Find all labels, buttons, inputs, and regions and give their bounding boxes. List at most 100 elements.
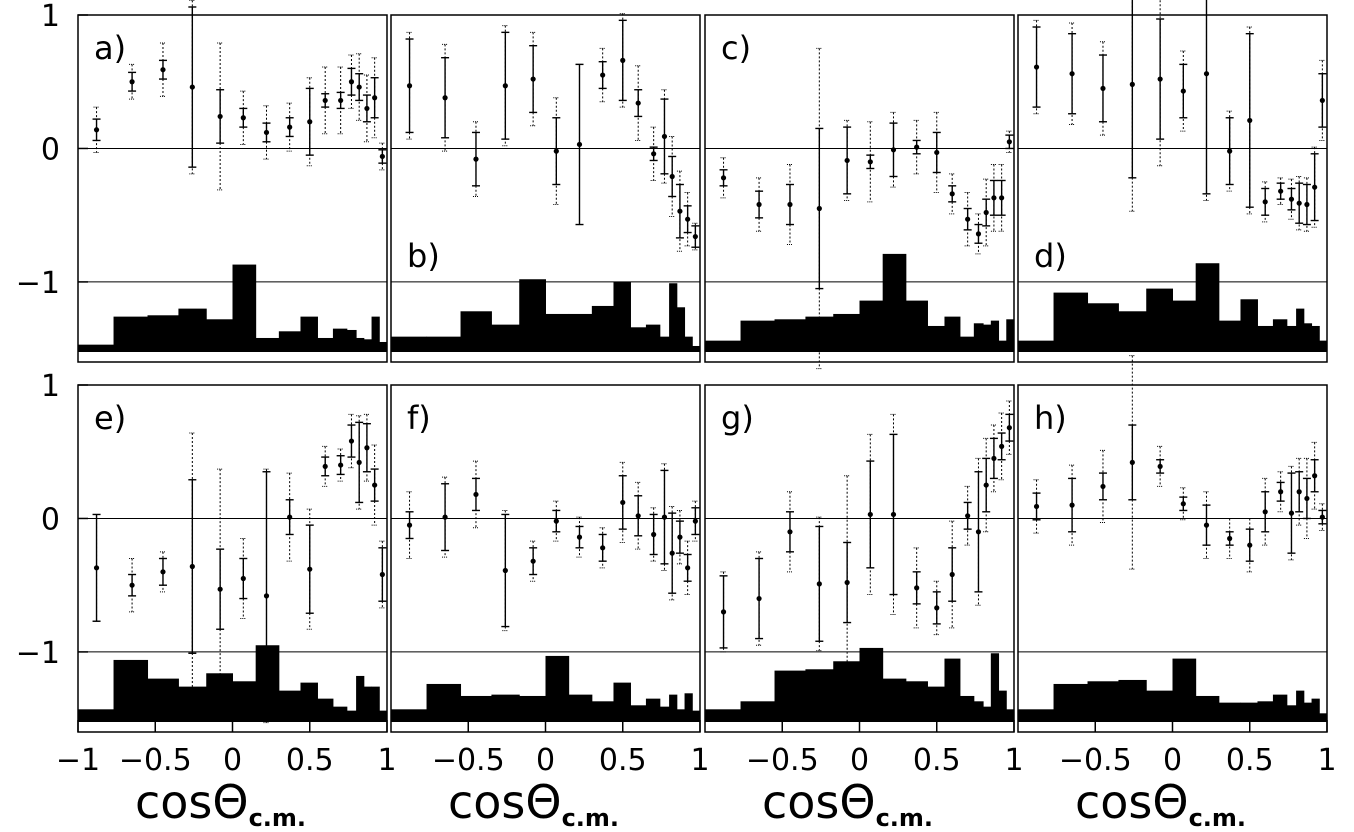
panel-label: b) <box>407 237 440 275</box>
panel-label: d) <box>1034 237 1067 275</box>
histogram-bar <box>882 678 907 722</box>
histogram-bar <box>1319 340 1328 352</box>
histogram-bar <box>833 661 860 722</box>
x-tick-label: 0.5 <box>286 743 334 778</box>
histogram-bar <box>692 345 701 352</box>
histogram-bar <box>1195 263 1220 352</box>
data-point <box>816 581 822 587</box>
data-point <box>1006 425 1012 431</box>
histogram-bar <box>669 694 678 722</box>
x-axis-label: cosΘc.m. <box>135 775 306 832</box>
histogram-bar <box>659 706 670 722</box>
data-point <box>720 609 727 615</box>
data-point <box>287 124 293 130</box>
y-tick-label: 1 <box>41 0 60 34</box>
data-point <box>1296 200 1302 206</box>
data-point <box>93 565 100 571</box>
histogram-bar <box>613 281 631 352</box>
histogram-bar <box>805 669 834 722</box>
data-point <box>372 95 378 101</box>
histogram-bar <box>371 686 380 722</box>
data-point <box>442 514 448 520</box>
data-point <box>1069 71 1075 77</box>
histogram-bar <box>684 693 693 722</box>
x-tick-label: −1 <box>56 743 100 778</box>
data-point <box>502 567 508 574</box>
x-tick-label: 1 <box>1317 743 1336 778</box>
histogram-bar <box>774 670 806 722</box>
data-point <box>1227 535 1233 542</box>
histogram-bar <box>1257 701 1274 722</box>
histogram-bar <box>78 344 115 352</box>
panel-frame <box>390 14 701 363</box>
data-point <box>473 156 479 162</box>
histogram-bar <box>692 710 701 722</box>
histogram-bar <box>1146 288 1173 352</box>
data-point <box>635 100 641 106</box>
histogram-bar <box>332 328 348 352</box>
data-point <box>867 511 873 518</box>
data-point <box>1319 97 1325 104</box>
y-tick-label: −1 <box>16 266 60 301</box>
histogram-bar <box>568 694 593 722</box>
data-point <box>999 195 1005 201</box>
data-point <box>635 513 641 519</box>
data-point <box>372 482 378 488</box>
panel-label: f) <box>407 399 431 437</box>
data-point <box>1247 542 1253 548</box>
histogram-bar <box>568 313 593 352</box>
data-point <box>692 233 698 240</box>
y-tick-label: 0 <box>41 132 60 167</box>
histogram-bar <box>973 701 984 722</box>
panel-label: h) <box>1034 399 1067 437</box>
histogram-bar <box>676 307 686 352</box>
data-point <box>975 231 982 237</box>
histogram-bar <box>1257 325 1274 352</box>
panel-frame <box>704 14 1015 363</box>
data-point <box>1069 502 1075 508</box>
histogram-bar <box>1087 681 1119 722</box>
histogram-bar <box>371 316 380 352</box>
x-axis-label-main: cosΘ <box>762 775 876 829</box>
histogram-bar <box>630 327 647 352</box>
x-tick-label: 0 <box>536 743 555 778</box>
data-point <box>983 482 989 488</box>
histogram-bar <box>1296 690 1305 722</box>
histogram-bar <box>491 694 520 722</box>
histogram-bar <box>1146 690 1173 722</box>
x-axis-label-sub: c.m. <box>1189 804 1246 832</box>
histogram-bar <box>990 653 1000 722</box>
data-point <box>914 585 920 591</box>
data-point <box>1033 503 1040 510</box>
histogram-bar <box>379 710 388 722</box>
data-point <box>669 173 675 180</box>
histogram-bar <box>1195 695 1220 722</box>
data-point <box>322 97 328 104</box>
histogram-bar <box>332 706 348 722</box>
data-point <box>975 529 982 535</box>
data-point <box>307 119 313 125</box>
data-point <box>692 518 698 524</box>
histogram-bar <box>1296 308 1305 352</box>
histogram-bar <box>317 698 334 722</box>
histogram-bar <box>740 320 776 352</box>
histogram-bar <box>927 325 945 352</box>
x-axis-label: cosΘc.m. <box>448 775 619 832</box>
histogram-bar <box>1311 698 1320 722</box>
data-point <box>1288 196 1295 202</box>
histogram-bar <box>1006 319 1015 352</box>
data-point <box>1100 85 1106 92</box>
histogram-bar <box>944 658 961 722</box>
histogram-bar <box>1053 292 1089 352</box>
data-point <box>934 149 940 156</box>
data-point <box>914 144 920 150</box>
data-point <box>348 79 355 85</box>
histogram-bar <box>391 709 428 722</box>
histogram-bar <box>1240 299 1258 352</box>
histogram-bar <box>705 709 742 722</box>
histogram-bar <box>178 308 207 352</box>
data-point <box>356 459 362 466</box>
histogram-bar <box>300 316 318 352</box>
histogram-bar <box>1087 303 1119 352</box>
